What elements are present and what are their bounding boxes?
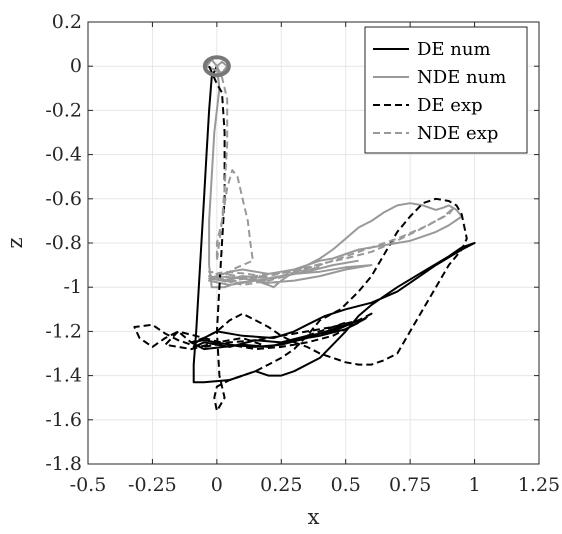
y-tick-label: -1.2 — [45, 320, 82, 342]
plot-area — [133, 55, 476, 412]
series-line-4 — [208, 65, 455, 286]
legend-label-1: DE num — [417, 39, 491, 60]
series-line-3 — [133, 65, 468, 412]
series-line-2 — [205, 58, 463, 289]
y-tick-label: -1.4 — [45, 365, 82, 387]
legend-label-2: NDE num — [417, 67, 506, 88]
legend-label-4: NDE exp — [417, 123, 498, 144]
y-tick-label: -1.6 — [45, 409, 82, 431]
ticks: -0.5 -0.25 0 0.25 0.5 0.75 1 1.25 0.2 0 -0.2 -0.4 -0… — [45, 11, 560, 496]
legend: DE num NDE num DE exp NDE exp — [364, 26, 528, 154]
x-tick-label: -0.25 — [128, 474, 177, 496]
y-tick-label: -1.8 — [45, 453, 82, 475]
x-tick-label: 1.25 — [518, 474, 560, 496]
x-tick-label: 0.25 — [260, 474, 302, 496]
y-tick-label: -0.2 — [45, 99, 82, 121]
x-tick-label: 0.5 — [331, 474, 361, 496]
y-tick-label: -0.4 — [45, 144, 82, 166]
y-tick-label: -0.6 — [45, 188, 82, 210]
x-axis-label: x — [308, 505, 320, 529]
y-tick-label: 0.2 — [52, 11, 82, 33]
x-tick-label: -0.5 — [70, 474, 107, 496]
origin-orbit-ring — [202, 55, 231, 78]
x-tick-label: 1 — [469, 474, 481, 496]
y-tick-label: -1 — [63, 276, 82, 298]
x-tick-label: 0 — [211, 474, 223, 496]
y-tick-label: -0.8 — [45, 232, 82, 254]
y-axis-label: z — [3, 237, 27, 248]
legend-label-3: DE exp — [417, 95, 483, 116]
x-tick-label: 0.75 — [389, 474, 431, 496]
series-line-1 — [190, 65, 476, 384]
y-tick-label: 0 — [70, 55, 82, 77]
